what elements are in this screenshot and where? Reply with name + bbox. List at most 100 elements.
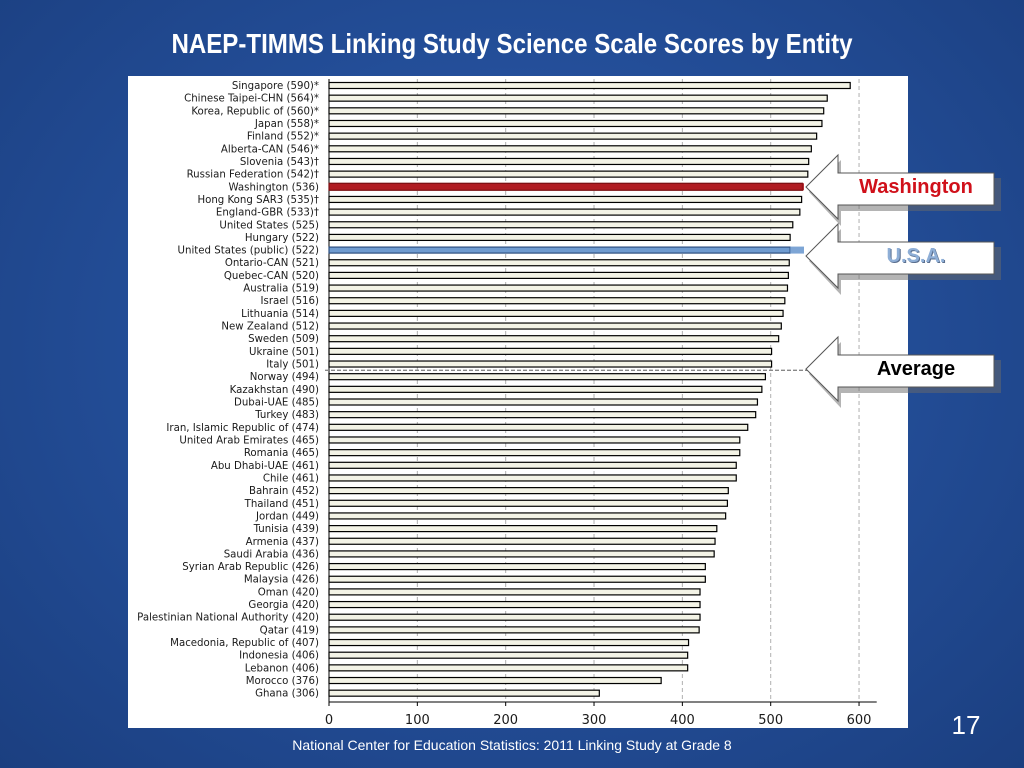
category-label: United States (public) (522) xyxy=(178,246,319,257)
bar xyxy=(328,613,701,621)
category-label: United Arab Emirates (465) xyxy=(179,435,319,446)
bar xyxy=(328,157,810,166)
usa-callout-arrow xyxy=(805,222,1001,295)
washington-callout: Washington xyxy=(802,153,1001,226)
category-label: New Zealand (512) xyxy=(221,322,319,333)
washington-label: Washington xyxy=(859,176,973,198)
category-label: Ukraine (501) xyxy=(249,347,319,358)
category-label: Indonesia (406) xyxy=(239,651,319,662)
category-label: Alberta-CAN (546)* xyxy=(221,144,319,155)
bar xyxy=(328,499,729,507)
bar xyxy=(328,638,690,647)
bar xyxy=(328,651,689,659)
bar xyxy=(328,474,737,482)
bar xyxy=(328,373,766,381)
category-label: Quebec-CAN (520) xyxy=(224,271,319,282)
category-label: Abu Dhabi-UAE (461) xyxy=(211,461,319,472)
category-label: Turkey (483) xyxy=(254,410,319,421)
bar xyxy=(328,335,780,343)
bar xyxy=(328,94,828,102)
x-tick-label: 0 xyxy=(325,713,333,728)
category-label: Palestinian National Authority (420) xyxy=(137,613,319,624)
slide-title: NAEP-TIMMS Linking Study Science Scale S… xyxy=(171,28,853,59)
category-label: Bahrain (452) xyxy=(249,486,319,497)
category-label: Lebanon (406) xyxy=(245,663,319,674)
washington-callout-arrow xyxy=(805,153,1001,226)
bar xyxy=(328,259,790,267)
highlight-extension xyxy=(802,183,804,191)
category-label: Armenia (437) xyxy=(246,537,319,548)
bar xyxy=(328,119,823,128)
average-callout: Average xyxy=(802,335,1001,408)
category-label: United States (525) xyxy=(219,220,319,231)
x-tick-label: 100 xyxy=(405,713,430,728)
category-label: Dubai-UAE (485) xyxy=(234,398,319,409)
bar xyxy=(328,322,782,330)
category-label: England-GBR (533)† xyxy=(216,208,319,219)
category-label: Romania (465) xyxy=(244,448,319,459)
bar xyxy=(328,537,716,545)
category-label: Australia (519) xyxy=(243,284,319,295)
source-footer: National Center for Education Statistics… xyxy=(292,737,732,753)
bar xyxy=(328,145,812,153)
category-label: Slovenia (543)† xyxy=(240,157,319,168)
category-label: Ghana (306) xyxy=(255,689,319,700)
bar xyxy=(328,423,749,431)
category-label: Israel (516) xyxy=(261,296,319,307)
bar xyxy=(328,664,689,672)
x-tick-label: 300 xyxy=(582,713,607,728)
category-label: Washington (536) xyxy=(229,182,320,193)
bar xyxy=(328,347,773,355)
bar xyxy=(328,525,718,533)
bar xyxy=(328,284,789,292)
category-label: Korea, Republic of (560)* xyxy=(191,106,319,117)
category-label: Singapore (590)* xyxy=(232,81,319,92)
category-label: Georgia (420) xyxy=(248,600,319,611)
category-label: Qatar (419) xyxy=(260,625,319,636)
bar xyxy=(328,233,791,242)
category-label: Thailand (451) xyxy=(244,499,319,510)
bar xyxy=(328,271,789,279)
bar xyxy=(328,297,786,305)
usa-label: U.S.A. xyxy=(886,245,946,267)
category-label: Malaysia (426) xyxy=(244,575,319,586)
category-label: Syrian Arab Republic (426) xyxy=(182,562,319,573)
x-tick-label: 500 xyxy=(758,713,783,728)
category-label: Ontario-CAN (521) xyxy=(225,258,319,269)
category-label: Norway (494) xyxy=(250,372,319,383)
bar xyxy=(328,411,757,419)
bar xyxy=(328,449,741,457)
category-label: Sweden (509) xyxy=(248,334,319,345)
x-tick-label: 600 xyxy=(847,713,872,728)
bar-chart: Singapore (590)* Chinese Taipei-CHN (564)… xyxy=(137,79,877,728)
bar xyxy=(328,487,729,495)
bar xyxy=(328,195,803,204)
bar xyxy=(328,512,727,520)
category-label: Morocco (376) xyxy=(246,676,319,687)
bar xyxy=(328,309,784,317)
bar xyxy=(328,385,763,393)
bar xyxy=(328,170,809,178)
category-label: Russian Federation (542)† xyxy=(187,170,319,181)
category-label: Japan (558)* xyxy=(254,119,319,130)
highlight-extension xyxy=(790,246,804,254)
average-label: Average xyxy=(876,358,956,380)
bar xyxy=(328,107,825,115)
bar xyxy=(328,208,801,216)
page-number: 17 xyxy=(951,710,981,740)
x-tick-label: 200 xyxy=(493,713,518,728)
bar xyxy=(328,588,701,596)
chart-panel: Singapore (590)* Chinese Taipei-CHN (564)… xyxy=(128,76,908,728)
bar xyxy=(328,246,791,254)
bar xyxy=(328,689,600,697)
category-label: Tunisia (439) xyxy=(253,524,319,535)
bar xyxy=(328,398,759,406)
category-label: Lithuania (514) xyxy=(241,309,319,320)
category-label: Jordan (449) xyxy=(255,511,319,522)
bar xyxy=(328,626,700,634)
category-label: Finland (552)* xyxy=(247,132,319,143)
category-label: Italy (501) xyxy=(266,360,319,371)
usa-callout: U.S.A. xyxy=(802,222,1001,295)
x-tick-label: 400 xyxy=(670,713,695,728)
category-label: Hungary (522) xyxy=(245,233,319,244)
